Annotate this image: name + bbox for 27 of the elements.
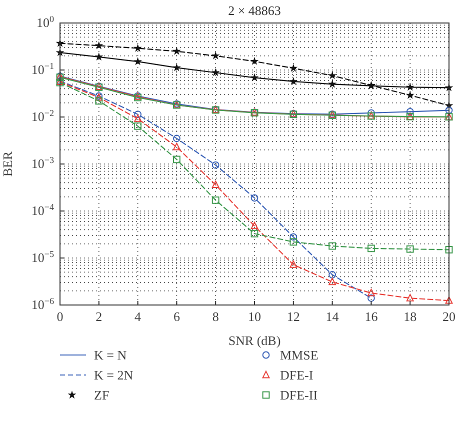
x-tick-label: 10 <box>248 309 261 324</box>
legend-label: K = 2N <box>94 368 134 382</box>
x-tick-label: 16 <box>364 309 378 324</box>
x-tick-label: 2 <box>96 309 102 324</box>
x-tick-label: 20 <box>442 309 456 324</box>
legend-label: DFE-II <box>280 388 318 402</box>
legend-label: MMSE <box>280 348 318 362</box>
y-tick-label: 10$^{−5}$ <box>31 249 54 265</box>
chart-title: 2 × 48863 <box>228 3 281 18</box>
x-tick-label: 8 <box>212 309 219 324</box>
y-axis-title: BER <box>0 151 15 177</box>
y-tick-label: 10$^{−3}$ <box>31 155 54 171</box>
x-tick-label: 6 <box>173 309 180 324</box>
x-tick-label: 14 <box>326 309 340 324</box>
legend-label: K = N <box>94 348 128 362</box>
y-tick-label: 10$^{0}$ <box>36 14 54 30</box>
x-tick-label: 0 <box>56 309 64 324</box>
legend-label: DFE-I <box>280 368 314 382</box>
x-tick-label: 4 <box>134 309 142 324</box>
y-tick-label: 10$^{−4}$ <box>31 202 54 218</box>
x-tick-label: 12 <box>286 309 300 324</box>
legend-label: ZF <box>94 388 110 402</box>
y-tick-label: 10$^{−6}$ <box>31 296 54 312</box>
y-tick-label: 10$^{−2}$ <box>31 108 54 124</box>
x-axis-title: SNR (dB) <box>228 333 281 348</box>
y-tick-label: 10$^{−1}$ <box>31 61 54 77</box>
x-tick-label: 18 <box>404 309 417 324</box>
